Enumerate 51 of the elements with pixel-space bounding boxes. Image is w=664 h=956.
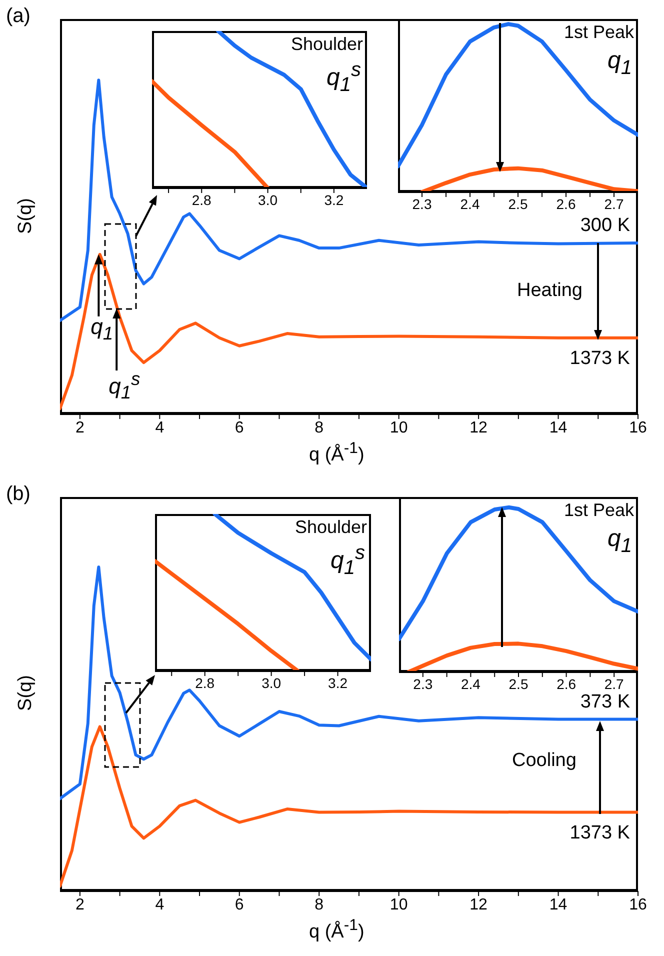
x-tick-label: 2.6 — [556, 676, 576, 692]
x-tick-label: 14 — [549, 419, 568, 436]
x-tick-label: 10 — [390, 419, 408, 436]
annotation: q$_{1}$ — [608, 47, 632, 80]
x-tick-label: 2.8 — [192, 192, 212, 208]
x-tick-label: 2.4 — [460, 676, 481, 692]
x-tick-label: 6 — [234, 896, 244, 914]
x-axis-title: q (Å$^{-1}$) — [309, 440, 364, 466]
x-tick-label: 16 — [629, 896, 647, 914]
y-axis-title: S(q) — [14, 198, 37, 234]
x-tick-label: 3.0 — [258, 192, 278, 208]
x-tick-label: 2.8 — [195, 674, 215, 691]
x-tick-label: 14 — [549, 896, 568, 914]
chart-title: (b) — [6, 483, 30, 506]
x-tick-label: 2.3 — [413, 676, 433, 692]
x-tick-label: 12 — [470, 419, 488, 436]
x-tick-label: 2.5 — [508, 676, 528, 692]
series-label: 1373 K — [570, 348, 630, 369]
series-label: 300 K — [580, 215, 630, 236]
x-axis-title: q (Å$^{-1}$) — [309, 917, 364, 944]
x-tick-label: 10 — [390, 896, 408, 914]
x-tick-label: 3.2 — [324, 192, 344, 208]
chart-title: Shoulder — [290, 34, 363, 55]
x-tick-label: 4 — [155, 896, 164, 914]
x-tick-label: 2.7 — [604, 196, 624, 212]
chart-title: (a) — [6, 5, 30, 28]
chart-title: Shoulder — [294, 517, 367, 538]
annotation: q$_{1}$ — [90, 314, 114, 345]
y-axis-title: S(q) — [14, 675, 37, 711]
chart-title: 1st Peak — [564, 22, 634, 43]
x-tick-label: 4 — [155, 419, 164, 436]
x-tick-label: 2.3 — [412, 196, 432, 212]
x-tick-label: 3.0 — [262, 674, 282, 691]
x-tick-label: 2 — [75, 896, 84, 914]
x-tick-label: 2.6 — [556, 196, 576, 212]
x-tick-label: 12 — [470, 896, 488, 914]
x-tick-label: 2.4 — [460, 196, 480, 212]
chart-title: 1st Peak — [564, 500, 634, 521]
annotation: Heating — [515, 280, 584, 302]
series-label: 373 K — [580, 691, 630, 712]
x-tick-label: 2.5 — [508, 196, 528, 212]
x-tick-label: 2.7 — [604, 676, 624, 692]
annotation: q$_{1}$ — [608, 525, 632, 558]
annotation: Cooling — [510, 750, 578, 772]
x-tick-label: 6 — [234, 419, 244, 436]
x-tick-label: 8 — [314, 419, 324, 436]
x-tick-label: 16 — [629, 419, 647, 436]
x-tick-label: 8 — [314, 896, 324, 914]
x-tick-label: 2 — [75, 419, 84, 436]
x-tick-label: 3.2 — [328, 674, 348, 691]
series-label: 1373 K — [570, 822, 630, 844]
